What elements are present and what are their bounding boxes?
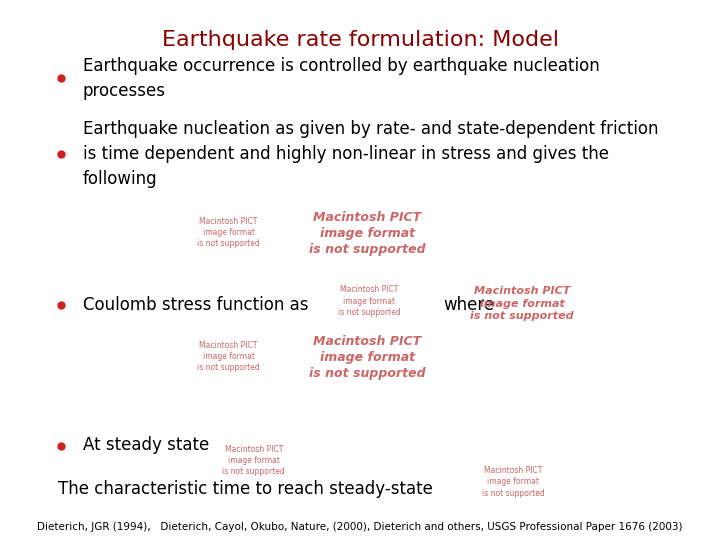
Text: Earthquake rate formulation: Model: Earthquake rate formulation: Model — [161, 30, 559, 50]
Text: Macintosh PICT
image format
is not supported: Macintosh PICT image format is not suppo… — [309, 211, 426, 256]
Text: Earthquake nucleation as given by rate- and state-dependent friction
is time dep: Earthquake nucleation as given by rate- … — [83, 120, 658, 188]
Text: Macintosh PICT
image format
is not supported: Macintosh PICT image format is not suppo… — [470, 286, 574, 321]
Text: At steady state: At steady state — [83, 436, 209, 455]
Text: The characteristic time to reach steady-state: The characteristic time to reach steady-… — [58, 480, 433, 498]
Text: Coulomb stress function as: Coulomb stress function as — [83, 296, 308, 314]
Text: Macintosh PICT
image format
is not supported: Macintosh PICT image format is not suppo… — [309, 335, 426, 380]
Text: where: where — [443, 296, 494, 314]
Text: Macintosh PICT
image format
is not supported: Macintosh PICT image format is not suppo… — [197, 217, 260, 248]
Text: Macintosh PICT
image format
is not supported: Macintosh PICT image format is not suppo… — [338, 286, 400, 316]
Text: Macintosh PICT
image format
is not supported: Macintosh PICT image format is not suppo… — [482, 467, 544, 497]
Text: Dieterich, JGR (1994),   Dieterich, Cayol, Okubo, Nature, (2000), Dieterich and : Dieterich, JGR (1994), Dieterich, Cayol,… — [37, 522, 683, 531]
Text: Macintosh PICT
image format
is not supported: Macintosh PICT image format is not suppo… — [222, 445, 285, 476]
Text: Macintosh PICT
image format
is not supported: Macintosh PICT image format is not suppo… — [197, 341, 260, 372]
Text: Earthquake occurrence is controlled by earthquake nucleation
processes: Earthquake occurrence is controlled by e… — [83, 57, 600, 100]
